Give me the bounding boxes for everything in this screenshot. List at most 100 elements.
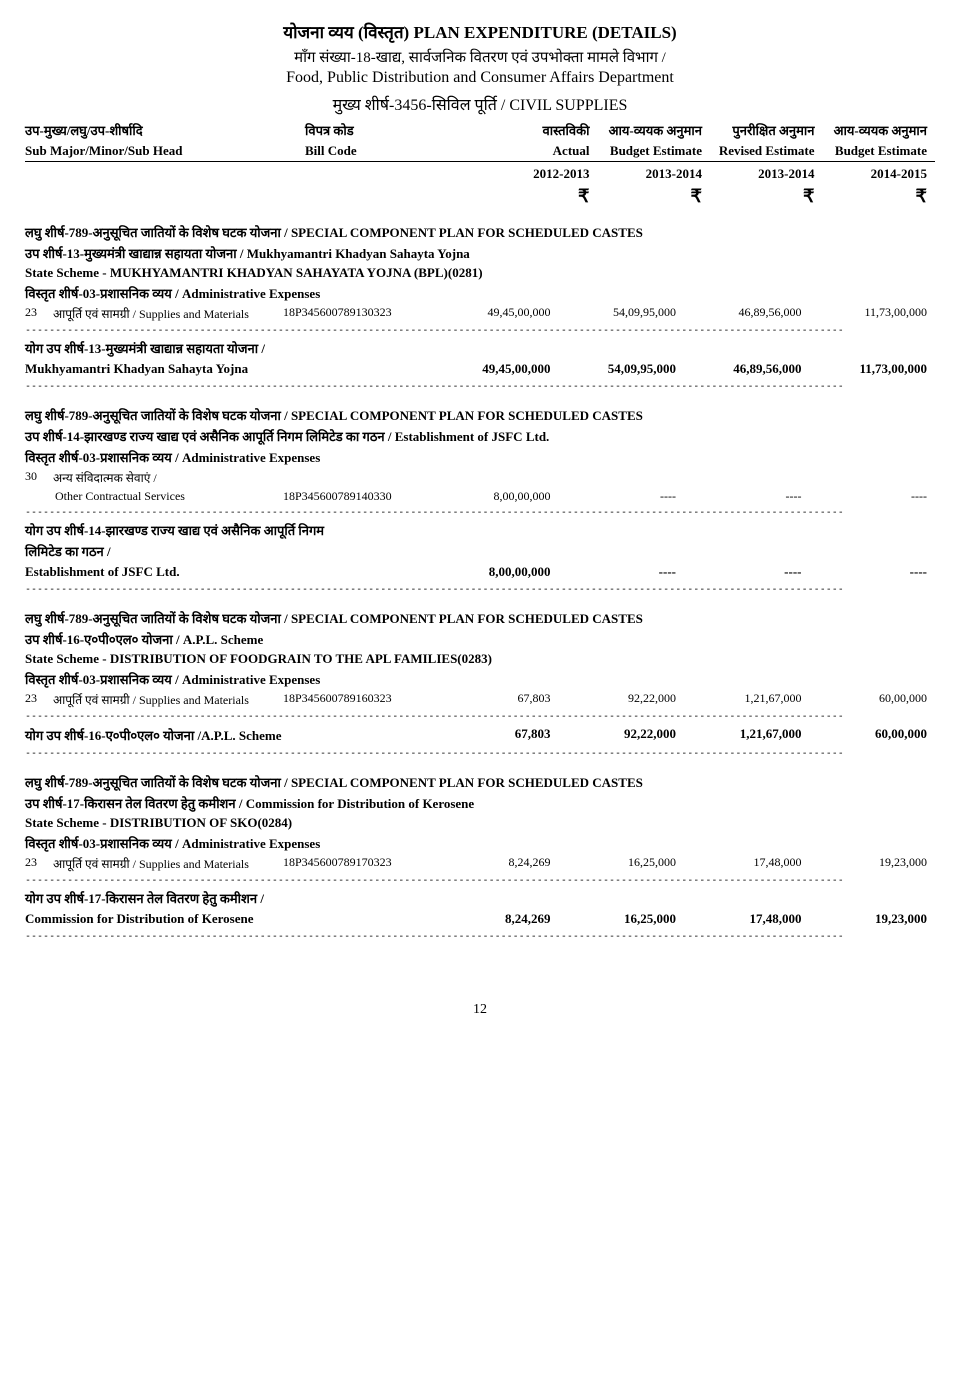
sub-head-1: उप शीर्ष-13-मुख्यमंत्री खाद्यान्न सहायता… <box>25 244 935 262</box>
total-v4-1: 11,73,00,000 <box>810 361 936 377</box>
item-v4-2: ---- <box>810 489 936 504</box>
item-label-4: आपूर्ति एवं सामग्री / Supplies and Mater… <box>53 855 283 872</box>
col-bill-en: Bill Code <box>305 143 485 159</box>
item-row-1: 23 आपूर्ति एवं सामग्री / Supplies and Ma… <box>25 305 935 322</box>
dash: ----------------------------------------… <box>25 507 935 518</box>
item-bill-1: 18P345600789130323 <box>283 305 433 322</box>
total-hi2-2: लिमिटेड का गठन / <box>25 542 935 560</box>
minor-head-2: लघु शीर्ष-789-अनुसूचित जातियों के विशेष … <box>25 406 935 424</box>
col-header-hi: उप-मुख्य/लघु/उप-शीर्षादि विपत्र कोड वास्… <box>25 121 935 139</box>
dash: ----------------------------------------… <box>25 748 935 759</box>
item-bill-3: 18P345600789160323 <box>283 691 433 708</box>
item-v3-4: 17,48,000 <box>684 855 810 872</box>
col-revised-hi: पुनरीक्षित अनुमान <box>710 121 823 139</box>
total-v3-2: ---- <box>684 564 810 580</box>
total-v2-1: 54,09,95,000 <box>559 361 685 377</box>
total-v3-4: 17,48,000 <box>684 911 810 927</box>
total-v4-4: 19,23,000 <box>810 911 936 927</box>
dash: ----------------------------------------… <box>25 584 935 595</box>
total-row-1: Mukhyamantri Khadyan Sahayta Yojna 49,45… <box>25 361 935 377</box>
col-budget2-hi: आय-व्ययक अनुमान <box>823 121 936 139</box>
item-v3-1: 46,89,56,000 <box>684 305 810 322</box>
total-hi-3: योग उप शीर्ष-16-ए०पी०एल० योजना /A.P.L. S… <box>25 726 433 744</box>
state-scheme-3: State Scheme - DISTRIBUTION OF FOODGRAIN… <box>25 651 935 667</box>
page-number: 12 <box>25 1002 935 1018</box>
dept-en: Food, Public Distribution and Consumer A… <box>25 69 935 87</box>
total-en-1: Mukhyamantri Khadyan Sahayta Yojna <box>25 361 433 377</box>
sub-head-2: उप शीर्ष-14-झारखण्ड राज्य खाद्य एवं असैन… <box>25 427 935 445</box>
minor-head-4: लघु शीर्ष-789-अनुसूचित जातियों के विशेष … <box>25 773 935 791</box>
col-actual-en: Actual <box>485 143 598 159</box>
main-title: योजना व्यय (विस्तृत) PLAN EXPENDITURE (D… <box>25 20 935 43</box>
item-code-1: 23 <box>25 305 53 322</box>
sub-head-3: उप शीर्ष-16-ए०पी०एल० योजना / A.P.L. Sche… <box>25 630 935 648</box>
total-v1-1: 49,45,00,000 <box>433 361 559 377</box>
dash: ----------------------------------------… <box>25 875 935 886</box>
item-v2-1: 54,09,95,000 <box>559 305 685 322</box>
dash: ----------------------------------------… <box>25 711 935 722</box>
total-v2-4: 16,25,000 <box>559 911 685 927</box>
major-head: मुख्य शीर्ष-3456-सिविल पूर्ति / CIVIL SU… <box>25 93 935 115</box>
detail-head-2: विस्तृत शीर्ष-03-प्रशासनिक व्यय / Admini… <box>25 448 935 466</box>
item-v1-2: 8,00,00,000 <box>433 489 559 504</box>
section-4: लघु शीर्ष-789-अनुसूचित जातियों के विशेष … <box>25 773 935 942</box>
item-v1-4: 8,24,269 <box>433 855 559 872</box>
item-v1-3: 67,803 <box>433 691 559 708</box>
total-row-3: योग उप शीर्ष-16-ए०पी०एल० योजना /A.P.L. S… <box>25 726 935 744</box>
year-1: 2012-2013 <box>485 166 598 182</box>
item-v4-4: 19,23,000 <box>810 855 936 872</box>
state-scheme-1: State Scheme - MUKHYAMANTRI KHADYAN SAHA… <box>25 265 935 281</box>
detail-head-1: विस्तृत शीर्ष-03-प्रशासनिक व्यय / Admini… <box>25 284 935 302</box>
item-v3-3: 1,21,67,000 <box>684 691 810 708</box>
rupee-2: ₹ <box>598 186 711 207</box>
total-en-4: Commission for Distribution of Kerosene <box>25 911 433 927</box>
item-label-3: आपूर्ति एवं सामग्री / Supplies and Mater… <box>53 691 283 708</box>
col-head-en: Sub Major/Minor/Sub Head <box>25 143 305 159</box>
section-3: लघु शीर्ष-789-अनुसूचित जातियों के विशेष … <box>25 609 935 759</box>
demand-line: माँग संख्या-18-खाद्य, सार्वजनिक वितरण एव… <box>25 47 935 67</box>
year-3: 2013-2014 <box>710 166 823 182</box>
item-bill-4: 18P345600789170323 <box>283 855 433 872</box>
item-code-2: 30 <box>25 469 53 486</box>
col-bill-hi: विपत्र कोड <box>305 121 485 139</box>
total-hi-4: योग उप शीर्ष-17-किरासन तेल वितरण हेतु कम… <box>25 889 935 907</box>
minor-head-1: लघु शीर्ष-789-अनुसूचित जातियों के विशेष … <box>25 223 935 241</box>
item-row-3: 23 आपूर्ति एवं सामग्री / Supplies and Ma… <box>25 691 935 708</box>
detail-head-3: विस्तृत शीर्ष-03-प्रशासनिक व्यय / Admini… <box>25 670 935 688</box>
item-row-4: 23 आपूर्ति एवं सामग्री / Supplies and Ma… <box>25 855 935 872</box>
rupee-4: ₹ <box>823 186 936 207</box>
minor-head-3: लघु शीर्ष-789-अनुसूचित जातियों के विशेष … <box>25 609 935 627</box>
total-hi-1: योग उप शीर्ष-13-मुख्यमंत्री खाद्यान्न सह… <box>25 339 935 357</box>
total-v4-3: 60,00,000 <box>810 726 936 744</box>
item-v2-2: ---- <box>559 489 685 504</box>
section-1: लघु शीर्ष-789-अनुसूचित जातियों के विशेष … <box>25 223 935 392</box>
item-row-2b: Other Contractual Services 18P3456007891… <box>25 489 935 504</box>
total-v1-2: 8,00,00,000 <box>433 564 559 580</box>
rupee-row: ₹ ₹ ₹ ₹ <box>25 186 935 207</box>
item-v4-3: 60,00,000 <box>810 691 936 708</box>
dash: ----------------------------------------… <box>25 381 935 392</box>
header-rule <box>25 161 935 162</box>
item-code-4: 23 <box>25 855 53 872</box>
col-header-en: Sub Major/Minor/Sub Head Bill Code Actua… <box>25 143 935 159</box>
total-v3-1: 46,89,56,000 <box>684 361 810 377</box>
year-4: 2014-2015 <box>823 166 936 182</box>
item-code-3: 23 <box>25 691 53 708</box>
item-v2-3: 92,22,000 <box>559 691 685 708</box>
rupee-1: ₹ <box>485 186 598 207</box>
state-scheme-4: State Scheme - DISTRIBUTION OF SKO(0284) <box>25 815 935 831</box>
dash: ----------------------------------------… <box>25 931 935 942</box>
total-v1-3: 67,803 <box>433 726 559 744</box>
item-v2-4: 16,25,000 <box>559 855 685 872</box>
col-budget2-en: Budget Estimate <box>823 143 936 159</box>
total-v1-4: 8,24,269 <box>433 911 559 927</box>
section-2: लघु शीर्ष-789-अनुसूचित जातियों के विशेष … <box>25 406 935 595</box>
years-row: 2012-2013 2013-2014 2013-2014 2014-2015 <box>25 166 935 182</box>
item-label-hi-2: अन्य संविदात्मक सेवाएं / <box>53 469 283 486</box>
rupee-3: ₹ <box>710 186 823 207</box>
total-v3-3: 1,21,67,000 <box>684 726 810 744</box>
item-label-en-2: Other Contractual Services <box>55 489 283 504</box>
dash: ----------------------------------------… <box>25 325 935 336</box>
item-row-2a: 30 अन्य संविदात्मक सेवाएं / <box>25 469 935 486</box>
col-actual-hi: वास्तविकी <box>485 121 598 139</box>
